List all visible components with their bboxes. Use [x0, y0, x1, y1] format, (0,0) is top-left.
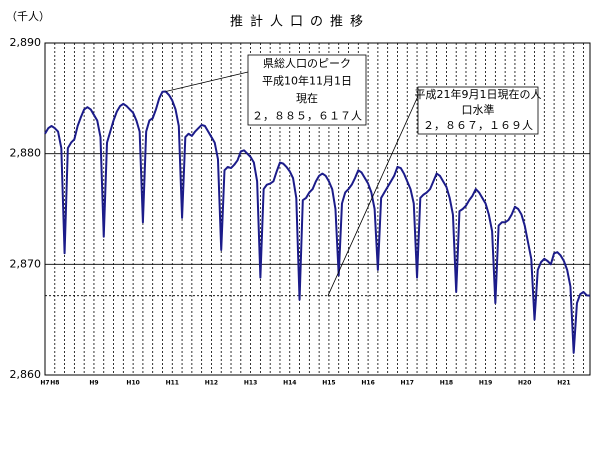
x-tick-label: H9	[89, 380, 98, 387]
plot-frame	[44, 42, 591, 376]
annotation-text: 平成10年11月1日	[262, 73, 352, 87]
annotation-text: 現在	[296, 92, 318, 105]
x-tick-label: H19	[479, 380, 492, 387]
x-tick-label: H18	[440, 380, 453, 387]
annotation-text: 平成21年9月1日現在の人	[415, 87, 542, 101]
y-tick-label: 2,860	[10, 368, 42, 381]
y-tick-label: 2,890	[10, 36, 42, 49]
data-line	[44, 90, 591, 354]
x-tick-label: H12	[205, 380, 218, 387]
leader-line	[327, 95, 419, 296]
y-unit: （千人）	[6, 10, 50, 23]
x-tick-label: H7	[40, 380, 49, 387]
annotation-text: 口水準	[462, 103, 495, 117]
chart-title: 推計人口の推移	[230, 14, 370, 30]
annotation-text: ２，８６７，１６９人	[423, 119, 533, 132]
x-tick-label: H16	[361, 380, 374, 387]
x-tick-label: H21	[557, 380, 570, 387]
x-tick-label: H8	[50, 380, 59, 387]
x-tick-label: H11	[166, 380, 179, 387]
annotation-box	[247, 54, 367, 126]
annotation-text: ２，８８５，６１７人	[252, 109, 362, 122]
x-tick-label: H13	[244, 380, 257, 387]
x-tick-label: H10	[126, 380, 139, 387]
y-tick-label: 2,880	[10, 147, 42, 160]
x-tick-label: H14	[283, 380, 296, 387]
plot	[44, 90, 591, 354]
leader-line	[165, 71, 249, 92]
grid	[44, 42, 591, 376]
x-tick-label: H20	[518, 380, 531, 387]
x-tick-label: H17	[401, 380, 414, 387]
annotation-box	[417, 86, 539, 135]
y-tick-label: 2,870	[10, 257, 42, 270]
annotation-text: 県総人口のピーク	[263, 56, 351, 70]
x-tick-label: H15	[322, 380, 335, 387]
